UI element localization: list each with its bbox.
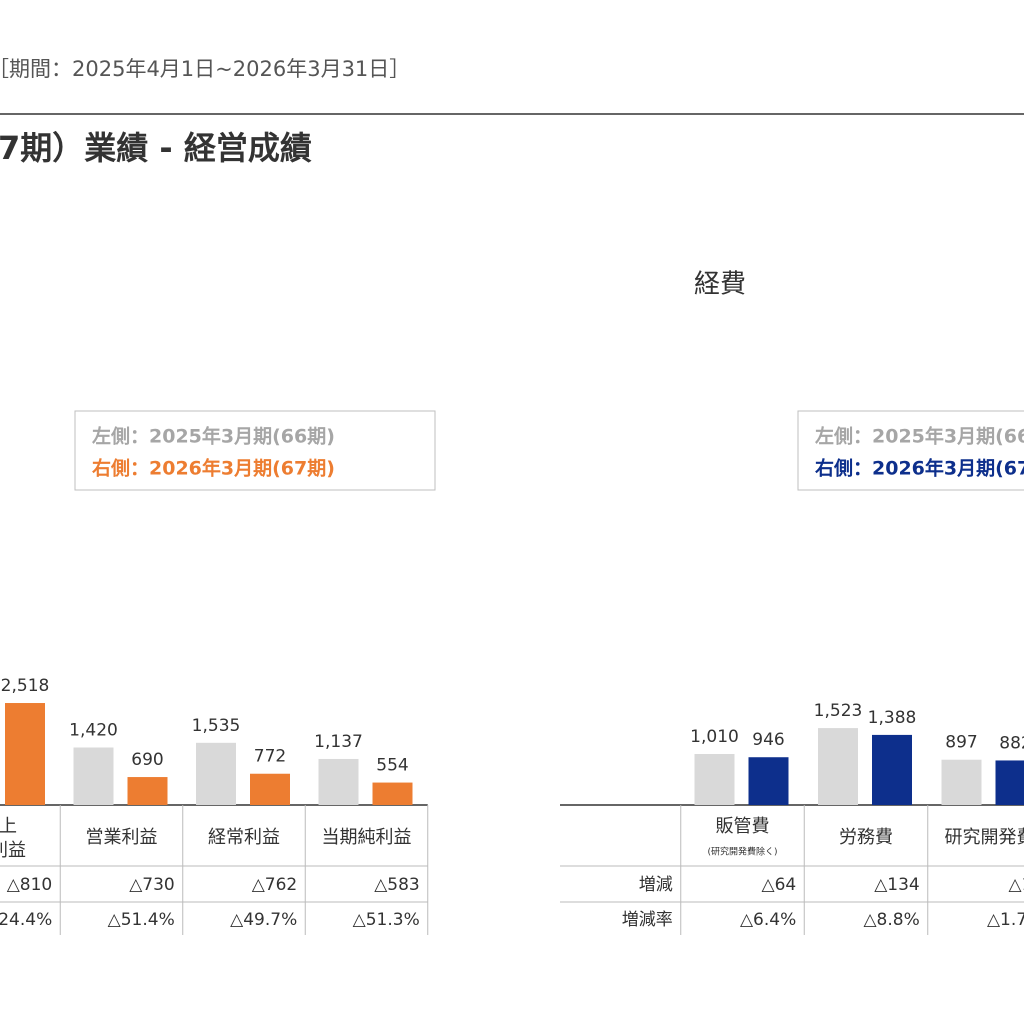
legend-entry: 左側：2025年3月期(66期) [92,425,335,448]
value-label: 772 [254,747,286,767]
table-cell: △6.4% [740,910,796,930]
table-cell: △134 [874,875,920,895]
category-label: 売上 [0,816,17,837]
value-label: 1,388 [868,708,917,728]
page-title: 7期）業績 - 経営成績 [0,129,312,167]
table-cell: △762 [252,875,298,895]
bar [818,728,858,805]
bar [127,777,168,805]
table-cell: △810 [7,875,53,895]
table-cell: △1.7% [987,910,1024,930]
bar [318,758,359,805]
bar [748,757,789,805]
row-label: 増減率 [622,910,673,930]
legend-entry: 右側：2026年3月期(67期) [91,457,335,480]
value-label: 690 [131,750,163,770]
legend-box [74,410,436,491]
category-label: 総利益 [0,840,26,861]
value-label: 554 [376,756,408,776]
table-cell: △24.4% [0,910,52,930]
category-label: 労務費 [839,827,893,848]
category-label: 営業利益 [86,827,158,848]
bar [941,759,982,805]
table-cell: △64 [762,875,797,895]
chart-title: 経費 [694,270,746,300]
value-label: 1,535 [192,716,241,736]
table-cell: △730 [129,875,175,895]
category-label: 販管費 [716,816,770,837]
row-label: 増減 [639,875,673,895]
value-label: 882 [999,733,1024,753]
legend-entry: 左側：2025年3月期(66期) [815,425,1024,448]
value-label: 1,523 [814,701,863,721]
table-cell: △51.4% [108,910,175,930]
category-label: 当期純利益 [322,827,412,848]
bar [995,760,1024,805]
period: ［期間：2025年4月1日~2026年3月31日］ [0,57,410,81]
category-note: (研究開発費除く) [707,846,777,858]
value-label: 1,420 [69,720,118,740]
bar [694,753,735,805]
bar [872,734,912,805]
table-cell: △49.7% [230,910,297,930]
legend-entry: 右側：2026年3月期(67期) [814,457,1024,480]
table-cell: △51.3% [353,910,420,930]
table-cell: △15 [1009,875,1024,895]
bar [372,782,413,805]
table-cell: △8.8% [863,910,919,930]
legend-box [797,410,1024,491]
value-label: 2,518 [1,676,50,696]
bar [73,747,114,805]
value-label: 1,010 [690,727,739,747]
value-label: 1,137 [314,732,363,752]
value-label: 897 [945,733,977,753]
category-label: 研究開発費 [945,827,1024,848]
value-label: 946 [752,730,784,750]
bar [196,742,236,805]
bar [5,703,45,805]
table-cell: △583 [374,875,420,895]
bar [250,773,290,805]
category-label: 経常利益 [208,827,280,848]
